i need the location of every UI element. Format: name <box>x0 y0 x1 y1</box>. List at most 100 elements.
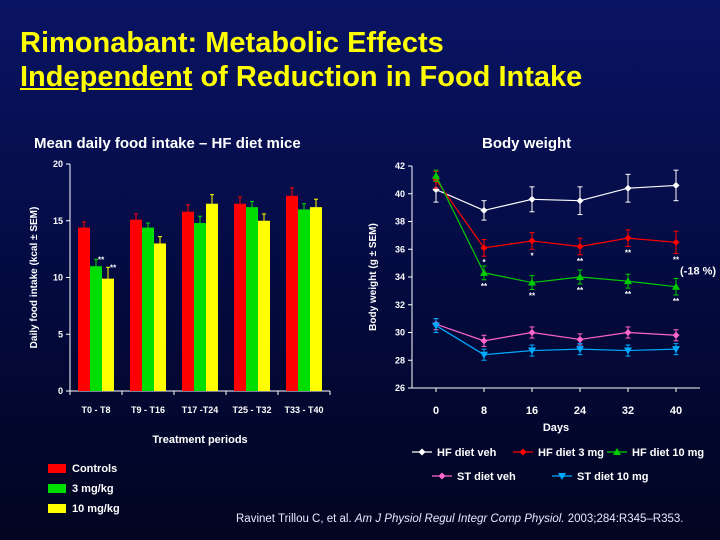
bar <box>286 195 298 391</box>
title-line-2-rest: of Reduction in Food Intake <box>192 61 583 93</box>
line-significance-label: ** <box>673 297 680 306</box>
title-line-1: Rimonabant: Metabolic Effects <box>20 27 444 59</box>
line-point-marker <box>528 347 536 355</box>
line-point-marker <box>480 337 488 345</box>
bar-category-label: T17 -T24 <box>182 405 219 415</box>
line-significance-label: ** <box>481 282 488 291</box>
line-point-marker <box>672 181 680 189</box>
line-point-marker <box>672 238 680 246</box>
line-annotation: (-18 %) <box>680 266 716 278</box>
line-point-marker <box>418 448 426 456</box>
bar-y-tick-label: 20 <box>53 159 63 169</box>
bar-y-tick-label: 5 <box>58 329 63 339</box>
line-point-marker <box>519 448 527 456</box>
line-point-marker <box>672 331 680 339</box>
bar-significance-label: ** <box>98 255 105 264</box>
bar <box>194 223 206 391</box>
line-significance-label: ** <box>625 248 632 257</box>
bar <box>90 266 102 391</box>
line-point-marker <box>480 268 488 276</box>
bar <box>102 278 114 391</box>
line-y-tick-label: 42 <box>395 161 405 171</box>
bar-significance-label: ** <box>110 263 117 272</box>
line-point-marker <box>624 347 632 355</box>
bar-y-tick-label: 0 <box>58 386 63 396</box>
line-point-marker <box>613 448 621 455</box>
line-legend-label: HF diet 10 mg <box>632 447 704 459</box>
line-significance-label: ** <box>577 257 584 266</box>
title-underlined-word: Independent <box>20 61 193 93</box>
line-y-tick-label: 32 <box>395 300 405 310</box>
bar-x-axis-title: Treatment periods <box>152 434 247 446</box>
bar-y-tick-label: 10 <box>53 273 63 283</box>
line-point-marker <box>528 278 536 286</box>
line-point-marker <box>528 195 536 203</box>
line-point-marker <box>576 197 584 205</box>
line-significance-label: ** <box>529 291 536 300</box>
line-point-marker <box>558 473 566 480</box>
line-point-marker <box>432 322 440 330</box>
citation: Ravinet Trillou C, et al. Am J Physiol R… <box>236 513 683 525</box>
line-y-tick-label: 38 <box>395 217 405 227</box>
line-point-marker <box>672 346 680 354</box>
line-point-marker <box>624 234 632 242</box>
line-x-tick-label: 0 <box>433 405 439 417</box>
line-y-tick-label: 36 <box>395 244 405 254</box>
line-series-path <box>435 184 677 212</box>
bar <box>206 203 218 391</box>
bar <box>130 219 142 391</box>
line-x-tick-label: 8 <box>481 405 487 417</box>
bar-y-axis-title: Daily food intake (kcal ± SEM) <box>29 207 40 349</box>
line-significance-label: * <box>482 258 486 267</box>
line-significance-label: ** <box>577 286 584 295</box>
line-series-path <box>435 179 677 249</box>
line-point-marker <box>576 273 584 280</box>
bar-category-label: T33 - T40 <box>284 405 323 415</box>
line-y-tick-label: 26 <box>395 383 405 393</box>
bar <box>182 211 194 391</box>
line-x-tick-label: 24 <box>574 405 587 417</box>
line-significance-label: ** <box>673 255 680 264</box>
bar-legend-swatch <box>48 484 66 493</box>
bar-legend-label: 3 mg/kg <box>72 483 114 495</box>
line-significance-label: ** <box>625 290 632 299</box>
bar <box>154 243 166 391</box>
line-point-marker <box>528 237 536 245</box>
citation-suffix: 2003;284:R345–R353. <box>564 513 684 525</box>
line-point-marker <box>438 472 446 480</box>
line-significance-label: * <box>530 251 534 260</box>
line-series-path <box>435 175 677 288</box>
line-x-tick-label: 32 <box>622 405 634 417</box>
line-series-path <box>435 325 677 356</box>
line-x-axis-title: Days <box>543 422 569 434</box>
bar <box>310 207 322 391</box>
line-point-marker <box>624 277 632 285</box>
line-legend-label: ST diet 10 mg <box>577 471 649 483</box>
line-y-axis-title: Body weight (g ± SEM) <box>368 223 379 331</box>
bar <box>258 220 270 391</box>
slide-title: Rimonabant: Metabolic Effects Independen… <box>20 26 582 94</box>
citation-prefix: Ravinet Trillou C, et al. <box>236 513 355 525</box>
line-x-tick-label: 40 <box>670 405 682 417</box>
line-legend-label: ST diet veh <box>457 471 516 483</box>
bar-legend-label: Controls <box>72 463 117 475</box>
bar <box>298 209 310 391</box>
line-point-marker <box>624 184 632 192</box>
bar <box>246 207 258 391</box>
citation-journal: Am J Physiol Regul Integr Comp Physiol. <box>354 513 565 525</box>
line-point-marker <box>480 351 488 359</box>
bar <box>78 227 90 391</box>
line-legend-label: HF diet veh <box>437 447 497 459</box>
bar <box>234 203 246 391</box>
bar-legend-label: 10 mg/kg <box>72 503 120 515</box>
bar-y-tick-label: 15 <box>53 216 63 226</box>
food-intake-chart-title: Mean daily food intake – HF diet mice <box>34 135 301 152</box>
body-weight-chart-title: Body weight <box>482 135 572 152</box>
line-point-marker <box>624 329 632 336</box>
line-series-path <box>435 323 677 342</box>
line-point-marker <box>528 329 536 336</box>
line-x-tick-label: 16 <box>526 405 538 417</box>
bar-category-label: T0 - T8 <box>81 405 110 415</box>
line-point-marker <box>576 346 584 354</box>
